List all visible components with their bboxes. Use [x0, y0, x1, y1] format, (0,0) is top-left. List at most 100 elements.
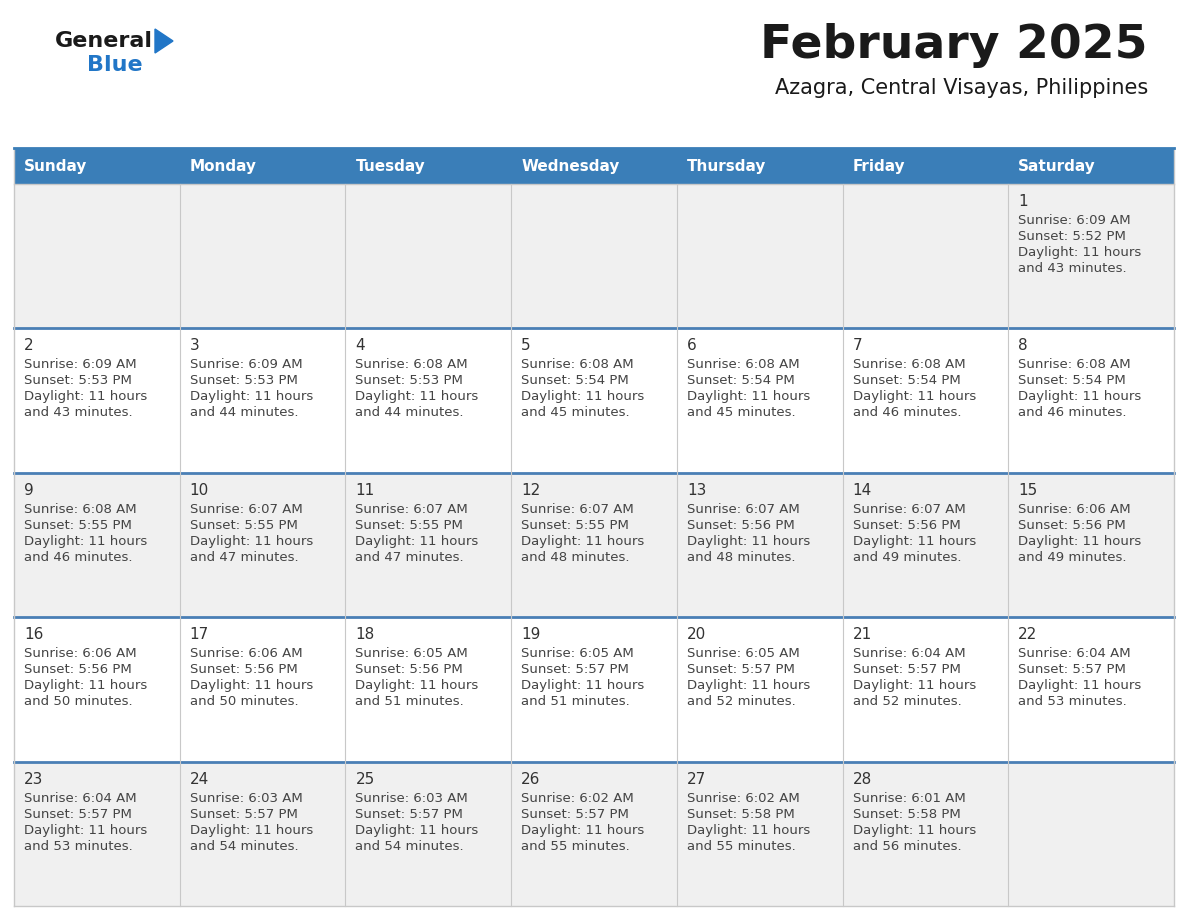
- Text: 6: 6: [687, 339, 696, 353]
- Text: Daylight: 11 hours: Daylight: 11 hours: [853, 390, 975, 403]
- Text: Friday: Friday: [853, 159, 905, 174]
- Text: Daylight: 11 hours: Daylight: 11 hours: [190, 535, 312, 548]
- Text: 16: 16: [24, 627, 44, 643]
- Text: and 45 minutes.: and 45 minutes.: [522, 407, 630, 420]
- Text: 25: 25: [355, 772, 374, 787]
- Text: Sunrise: 6:08 AM: Sunrise: 6:08 AM: [1018, 358, 1131, 372]
- Text: 17: 17: [190, 627, 209, 643]
- Bar: [14, 148, 179, 184]
- Text: and 50 minutes.: and 50 minutes.: [190, 695, 298, 708]
- Text: Daylight: 11 hours: Daylight: 11 hours: [522, 535, 644, 548]
- Text: and 54 minutes.: and 54 minutes.: [190, 840, 298, 853]
- Text: 5: 5: [522, 339, 531, 353]
- Text: and 49 minutes.: and 49 minutes.: [853, 551, 961, 564]
- Text: Sunrise: 6:08 AM: Sunrise: 6:08 AM: [522, 358, 633, 372]
- Bar: [14, 617, 1174, 762]
- Text: and 47 minutes.: and 47 minutes.: [190, 551, 298, 564]
- Text: Sunset: 5:55 PM: Sunset: 5:55 PM: [24, 519, 132, 532]
- Bar: [14, 473, 1174, 617]
- Text: and 46 minutes.: and 46 minutes.: [1018, 407, 1126, 420]
- Text: 27: 27: [687, 772, 706, 787]
- Text: and 48 minutes.: and 48 minutes.: [522, 551, 630, 564]
- Text: Sunset: 5:57 PM: Sunset: 5:57 PM: [522, 663, 628, 677]
- Text: 15: 15: [1018, 483, 1037, 498]
- Text: 3: 3: [190, 339, 200, 353]
- Text: Sunset: 5:57 PM: Sunset: 5:57 PM: [1018, 663, 1126, 677]
- Text: and 51 minutes.: and 51 minutes.: [355, 695, 465, 708]
- Text: and 51 minutes.: and 51 minutes.: [522, 695, 630, 708]
- Text: Sunset: 5:58 PM: Sunset: 5:58 PM: [853, 808, 960, 821]
- Text: Sunrise: 6:01 AM: Sunrise: 6:01 AM: [853, 791, 966, 804]
- Text: Sunset: 5:57 PM: Sunset: 5:57 PM: [190, 808, 297, 821]
- Bar: [511, 148, 677, 184]
- Text: Daylight: 11 hours: Daylight: 11 hours: [687, 823, 810, 836]
- Bar: [14, 762, 1174, 906]
- Text: February 2025: February 2025: [760, 23, 1148, 68]
- Text: and 45 minutes.: and 45 minutes.: [687, 407, 796, 420]
- Text: 28: 28: [853, 772, 872, 787]
- Text: and 50 minutes.: and 50 minutes.: [24, 695, 133, 708]
- Text: Sunset: 5:57 PM: Sunset: 5:57 PM: [24, 808, 132, 821]
- Text: Sunset: 5:58 PM: Sunset: 5:58 PM: [687, 808, 795, 821]
- Text: Daylight: 11 hours: Daylight: 11 hours: [853, 535, 975, 548]
- Polygon shape: [154, 29, 173, 53]
- Text: Sunrise: 6:03 AM: Sunrise: 6:03 AM: [355, 791, 468, 804]
- Text: Sunset: 5:56 PM: Sunset: 5:56 PM: [1018, 519, 1126, 532]
- Text: Sunset: 5:56 PM: Sunset: 5:56 PM: [687, 519, 795, 532]
- Text: Daylight: 11 hours: Daylight: 11 hours: [1018, 679, 1142, 692]
- Text: Sunset: 5:54 PM: Sunset: 5:54 PM: [687, 375, 795, 387]
- Text: Sunrise: 6:08 AM: Sunrise: 6:08 AM: [24, 503, 137, 516]
- Text: Daylight: 11 hours: Daylight: 11 hours: [24, 535, 147, 548]
- Bar: [14, 329, 1174, 473]
- Text: 1: 1: [1018, 194, 1028, 209]
- Text: Daylight: 11 hours: Daylight: 11 hours: [522, 823, 644, 836]
- Text: and 47 minutes.: and 47 minutes.: [355, 551, 465, 564]
- Text: 2: 2: [24, 339, 33, 353]
- Text: Monday: Monday: [190, 159, 257, 174]
- Text: 21: 21: [853, 627, 872, 643]
- Text: and 55 minutes.: and 55 minutes.: [522, 840, 630, 853]
- Text: Sunrise: 6:06 AM: Sunrise: 6:06 AM: [24, 647, 137, 660]
- Text: 7: 7: [853, 339, 862, 353]
- Text: Daylight: 11 hours: Daylight: 11 hours: [190, 679, 312, 692]
- Text: Tuesday: Tuesday: [355, 159, 425, 174]
- Bar: [677, 148, 842, 184]
- Text: Azagra, Central Visayas, Philippines: Azagra, Central Visayas, Philippines: [775, 78, 1148, 98]
- Text: Blue: Blue: [87, 55, 143, 75]
- Text: Thursday: Thursday: [687, 159, 766, 174]
- Text: Daylight: 11 hours: Daylight: 11 hours: [24, 823, 147, 836]
- Text: Daylight: 11 hours: Daylight: 11 hours: [1018, 246, 1142, 259]
- Text: Sunrise: 6:07 AM: Sunrise: 6:07 AM: [687, 503, 800, 516]
- Text: Sunset: 5:56 PM: Sunset: 5:56 PM: [24, 663, 132, 677]
- Text: Daylight: 11 hours: Daylight: 11 hours: [1018, 390, 1142, 403]
- Text: Sunday: Sunday: [24, 159, 88, 174]
- Text: Sunrise: 6:07 AM: Sunrise: 6:07 AM: [355, 503, 468, 516]
- Text: Sunrise: 6:02 AM: Sunrise: 6:02 AM: [687, 791, 800, 804]
- Text: Sunset: 5:54 PM: Sunset: 5:54 PM: [853, 375, 960, 387]
- Text: Wednesday: Wednesday: [522, 159, 619, 174]
- Text: Sunrise: 6:04 AM: Sunrise: 6:04 AM: [1018, 647, 1131, 660]
- Text: Sunset: 5:56 PM: Sunset: 5:56 PM: [853, 519, 960, 532]
- Text: 13: 13: [687, 483, 706, 498]
- Text: 12: 12: [522, 483, 541, 498]
- Text: Daylight: 11 hours: Daylight: 11 hours: [190, 823, 312, 836]
- Text: Daylight: 11 hours: Daylight: 11 hours: [24, 390, 147, 403]
- Text: Sunrise: 6:05 AM: Sunrise: 6:05 AM: [355, 647, 468, 660]
- Text: Daylight: 11 hours: Daylight: 11 hours: [355, 679, 479, 692]
- Text: 23: 23: [24, 772, 44, 787]
- Text: Sunset: 5:55 PM: Sunset: 5:55 PM: [190, 519, 297, 532]
- Text: Sunrise: 6:08 AM: Sunrise: 6:08 AM: [355, 358, 468, 372]
- Text: Sunrise: 6:09 AM: Sunrise: 6:09 AM: [190, 358, 302, 372]
- Bar: [179, 148, 346, 184]
- Text: Sunrise: 6:09 AM: Sunrise: 6:09 AM: [24, 358, 137, 372]
- Bar: [1009, 148, 1174, 184]
- Text: Sunset: 5:54 PM: Sunset: 5:54 PM: [522, 375, 628, 387]
- Text: Sunset: 5:56 PM: Sunset: 5:56 PM: [190, 663, 297, 677]
- Text: 26: 26: [522, 772, 541, 787]
- Text: Daylight: 11 hours: Daylight: 11 hours: [190, 390, 312, 403]
- Text: Sunset: 5:54 PM: Sunset: 5:54 PM: [1018, 375, 1126, 387]
- Text: 10: 10: [190, 483, 209, 498]
- Text: Daylight: 11 hours: Daylight: 11 hours: [24, 679, 147, 692]
- Text: and 43 minutes.: and 43 minutes.: [1018, 262, 1127, 275]
- Text: 8: 8: [1018, 339, 1028, 353]
